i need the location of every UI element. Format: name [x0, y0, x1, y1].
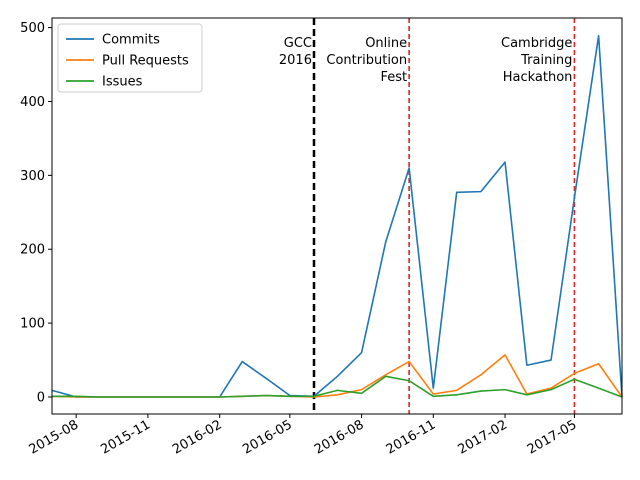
legend-label: Commits — [102, 33, 160, 48]
y-tick-label: 100 — [20, 317, 45, 332]
event-label-line: Online — [365, 36, 407, 51]
event-label: GCC 2016 — [279, 36, 312, 68]
event-label-line: GCC — [284, 36, 312, 51]
series-line-issues — [52, 375, 623, 398]
legend: Commits Pull Requests Issues — [57, 23, 203, 93]
legend-label: Issues — [102, 75, 143, 90]
y-tick-label: 0 — [37, 391, 45, 406]
event-label: Online Contribution Fest — [326, 36, 407, 85]
y-tick-label: 300 — [20, 169, 45, 184]
event-label-line: 2016 — [279, 53, 312, 68]
event-label-line: Hackathon — [503, 70, 573, 85]
x-tick-label: 2017-02 — [455, 417, 510, 457]
legend-box — [57, 23, 203, 93]
y-tick-label: 400 — [20, 95, 45, 110]
event-lines: GCC 2016 Online Contribution Fest Cambridge Tr… — [279, 18, 576, 414]
x-tick-label: 2016-11 — [384, 417, 439, 457]
x-tick-label: 2016-08 — [312, 417, 367, 457]
legend-label: Pull Requests — [102, 54, 189, 69]
event-label-line: Cambridge — [501, 36, 572, 51]
event-label-line: Training — [520, 53, 572, 68]
x-tick-label: 2015-11 — [98, 417, 153, 457]
event-label-line: Contribution — [326, 53, 407, 68]
x-tick-label: 2016-05 — [240, 417, 295, 457]
y-tick-label: 500 — [20, 21, 45, 36]
x-tick-label: 2017-05 — [525, 417, 580, 457]
x-tick-label: 2016-02 — [170, 417, 225, 457]
x-tick-label: 2015-08 — [27, 417, 82, 457]
plot-frame — [51, 17, 623, 415]
event-label-line: Fest — [380, 70, 407, 85]
y-tick-label: 200 — [20, 243, 45, 258]
event-label: Cambridge Training Hackathon — [501, 36, 572, 85]
series-lines — [51, 34, 623, 398]
